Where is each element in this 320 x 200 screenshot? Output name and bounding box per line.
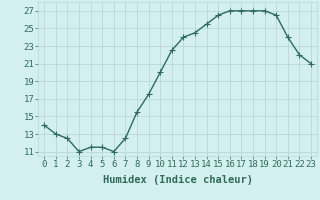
X-axis label: Humidex (Indice chaleur): Humidex (Indice chaleur) (103, 175, 252, 185)
